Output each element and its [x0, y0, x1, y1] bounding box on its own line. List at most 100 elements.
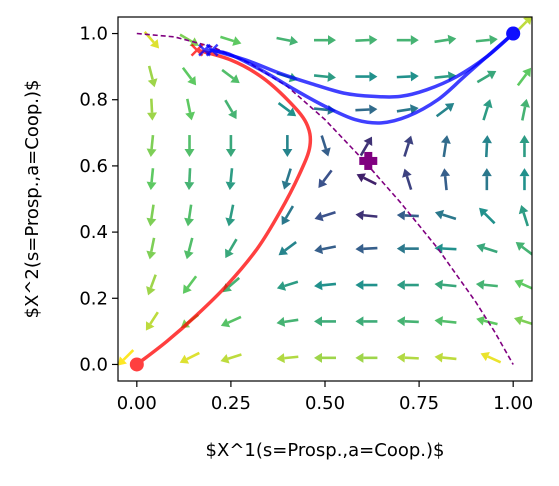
quiver-arrow [183, 237, 194, 260]
trajectory-line [135, 48, 313, 366]
quiver-arrow [225, 204, 236, 227]
quiver-arrow [396, 104, 419, 115]
quiver-arrow [440, 135, 451, 158]
y-tick-label: 0.6 [79, 156, 108, 177]
quiver-field [118, 17, 532, 366]
trajectory-start-marker [129, 357, 144, 372]
quiver-arrow [220, 35, 242, 46]
quiver-arrow [224, 99, 237, 120]
quiver-arrow [434, 243, 457, 254]
quiver-arrow [403, 135, 414, 157]
quiver-arrow [435, 103, 455, 118]
quiver-arrow [314, 244, 337, 255]
quiver-arrow [145, 311, 159, 331]
quiver-arrow [355, 280, 378, 291]
quiver-arrow [481, 135, 492, 158]
quiver-arrow [480, 352, 502, 364]
quiver-arrow [146, 134, 157, 157]
quiver-arrow [519, 168, 530, 191]
quiver-arrow [282, 135, 293, 158]
quiver-arrow [355, 35, 378, 46]
quiver-arrow [355, 104, 378, 115]
y-tick-label: 0.2 [79, 288, 108, 309]
y-axis-label: $X^2(s=Prosp.,a=Coop.)$ [22, 80, 43, 319]
x-tick-label: 0.50 [305, 393, 345, 414]
x-axis-label: $X^1(s=Prosp.,a=Coop.)$ [206, 440, 445, 461]
quiver-arrow [320, 135, 331, 157]
quiver-arrow [147, 98, 158, 121]
x-tick-label: 1.00 [493, 393, 533, 414]
quiver-arrow [440, 168, 451, 191]
quiver-arrow [513, 315, 532, 326]
quiver-arrow [276, 35, 299, 46]
quiver-arrow [281, 205, 295, 226]
quiver-arrow [434, 352, 457, 363]
quiver-arrow [314, 280, 337, 291]
quiver-arrow [355, 243, 378, 254]
quiver-arrow [278, 240, 297, 256]
x-tick-label: 0.75 [399, 393, 439, 414]
quiver-arrow [479, 207, 496, 225]
quiver-arrow [118, 349, 135, 366]
quiver-arrow [434, 279, 457, 290]
quiver-arrow [355, 316, 378, 327]
y-axis: 0.0 0.2 0.4 0.6 0.8 1.0 [79, 24, 118, 375]
x-tick-label: 0.25 [211, 393, 251, 414]
quiver-arrow [281, 168, 292, 190]
quiver-arrow [514, 279, 532, 290]
trajectory-end-marker [198, 43, 211, 57]
y-tick-label: 1.0 [79, 24, 108, 45]
quiver-arrow [179, 351, 200, 364]
quiver-arrow [396, 71, 419, 82]
quiver-arrow [277, 102, 297, 117]
quiver-arrow [220, 353, 242, 364]
quiver-arrow [476, 315, 498, 326]
quiver-arrow [314, 316, 336, 327]
quiver-arrow [146, 168, 157, 191]
quiver-arrow [147, 65, 158, 88]
quiver-arrow [184, 168, 195, 191]
quiver-arrow [475, 34, 498, 45]
saddle-marker-v [364, 151, 373, 170]
quiver-arrow [481, 168, 492, 191]
quiver-arrow [146, 237, 157, 260]
quiver-arrow [276, 280, 299, 291]
y-tick-label: 0.0 [79, 354, 108, 375]
quiver-arrow [313, 71, 336, 82]
quiver-arrow [482, 99, 493, 121]
quiver-arrow [182, 275, 198, 294]
y-tick-label: 0.8 [79, 90, 108, 111]
quiver-arrow [318, 169, 333, 188]
trajectory-line [211, 32, 515, 99]
y-tick-label: 0.4 [79, 222, 108, 243]
quiver-arrow [314, 35, 336, 46]
quiver-arrow [185, 98, 196, 121]
quiver-arrow [516, 67, 532, 87]
quiver-arrow [184, 135, 195, 158]
quiver-arrow [225, 168, 236, 191]
quiver-arrow [221, 68, 240, 84]
quiver-arrow [276, 353, 299, 364]
quiver-arrow [434, 34, 457, 45]
x-tick-label: 0.00 [117, 393, 157, 414]
quiver-arrow [396, 35, 419, 46]
quiver-arrow [225, 238, 238, 259]
quiver-arrow [434, 316, 457, 327]
quiver-arrow [355, 210, 378, 221]
quiver-arrow [184, 204, 195, 227]
quiver-arrow [355, 71, 378, 82]
quiver-arrow [475, 279, 498, 290]
quiver-arrow [396, 316, 419, 327]
quiver-arrow [314, 352, 336, 363]
quiver-arrow [355, 352, 378, 363]
quiver-arrow [314, 210, 336, 222]
quiver-arrow [359, 136, 373, 157]
quiver-arrow [396, 280, 419, 291]
quiver-arrow [396, 243, 419, 254]
quiver-arrow [434, 209, 457, 221]
quiver-arrow [402, 168, 413, 191]
quiver-arrow [146, 274, 157, 296]
quiver-arrow [276, 316, 299, 327]
quiver-arrow [396, 352, 419, 363]
